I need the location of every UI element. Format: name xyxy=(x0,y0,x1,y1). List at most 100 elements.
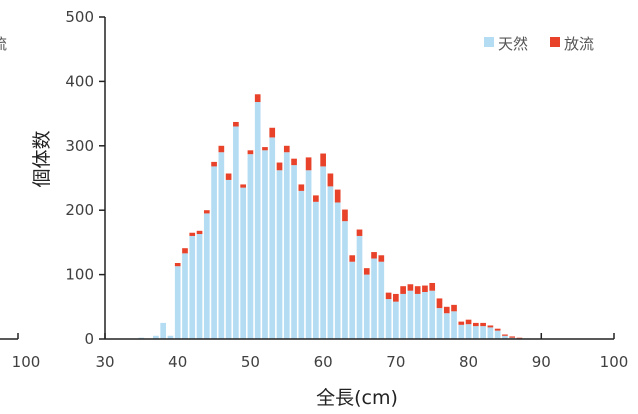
bar-wild xyxy=(240,187,246,339)
bar-stocked xyxy=(400,286,406,294)
bar-wild xyxy=(378,261,385,339)
bar-stocked xyxy=(465,319,472,325)
bar-stocked xyxy=(276,162,283,171)
bar-stocked xyxy=(393,293,399,302)
y-tick-labels: 0 100 200 300 400 500 xyxy=(65,8,94,348)
bar-stocked xyxy=(174,263,181,267)
bar-stocked xyxy=(473,322,479,327)
bar-stocked xyxy=(218,145,225,153)
bar-stocked xyxy=(211,161,217,167)
legend: 天然 放流 xyxy=(484,35,594,53)
bar-stocked xyxy=(502,334,508,336)
bar-wild xyxy=(436,308,443,339)
bar-stocked xyxy=(422,285,428,292)
y-axis-title: 個体数 xyxy=(31,130,53,187)
bar-stocked xyxy=(443,306,450,314)
bar-wild xyxy=(334,202,341,339)
bar-stocked xyxy=(283,145,290,153)
bar-wild xyxy=(451,311,457,339)
bar-stocked xyxy=(327,173,334,187)
bar-wild xyxy=(247,154,254,339)
bar-wild xyxy=(429,290,436,339)
bar-stocked xyxy=(247,150,254,155)
y-tick-label: 0 xyxy=(84,330,94,348)
bar-stocked xyxy=(320,153,326,167)
x-tick-label: 100 xyxy=(600,353,629,371)
bar-wild xyxy=(196,234,203,339)
bar-wild xyxy=(342,221,348,339)
x-tick-label: 50 xyxy=(241,353,260,371)
bar-stocked xyxy=(480,322,486,327)
bar-wild xyxy=(225,179,232,339)
bar-wild xyxy=(349,261,356,339)
bar-wild xyxy=(465,324,472,339)
x-tick-label: 70 xyxy=(386,353,405,371)
bar-stocked xyxy=(233,121,239,127)
bar-stocked xyxy=(225,173,232,180)
bar-wild xyxy=(385,299,392,339)
x-tick-label: 30 xyxy=(95,353,114,371)
x-axis-title: 全長(cm) xyxy=(316,387,398,409)
cropped-x-tick-label: 100 xyxy=(12,353,41,371)
x-tick-label: 80 xyxy=(459,353,478,371)
bar-stocked xyxy=(298,184,305,191)
x-tick-label: 60 xyxy=(314,353,333,371)
cropped-legend-text: 流 xyxy=(0,35,7,53)
bar-wild xyxy=(407,290,414,339)
bar-stocked xyxy=(342,209,348,222)
bar-wild xyxy=(262,150,268,339)
bar-stocked xyxy=(378,255,385,262)
bar-wild xyxy=(480,326,486,339)
x-tick-label: 90 xyxy=(532,353,551,371)
bar-stocked xyxy=(182,248,188,254)
bar-wild xyxy=(203,213,210,339)
bar-stocked xyxy=(291,158,297,166)
y-tick-label: 200 xyxy=(65,201,94,219)
bar-stocked xyxy=(429,282,436,291)
bar-stocked xyxy=(407,284,414,291)
bar-wild xyxy=(414,293,421,339)
legend-label-stocked: 放流 xyxy=(564,35,594,53)
bar-wild xyxy=(167,335,174,339)
bar-wild xyxy=(189,235,196,339)
bar-wild xyxy=(283,152,290,339)
legend-swatch-stocked xyxy=(550,37,560,47)
bar-wild xyxy=(291,165,297,339)
bar-wild xyxy=(153,335,159,339)
bar-stocked xyxy=(240,184,246,188)
bar-stocked xyxy=(189,232,196,236)
bar-stocked xyxy=(414,286,421,294)
y-tick-label: 100 xyxy=(65,266,94,284)
bar-stocked xyxy=(269,127,276,138)
bar-stocked xyxy=(516,337,523,339)
y-tick-label: 500 xyxy=(65,8,94,26)
bar-wild xyxy=(473,326,479,339)
bar-wild xyxy=(320,166,326,339)
bar-wild xyxy=(269,137,276,339)
bar-stocked xyxy=(487,325,494,328)
bar-wild xyxy=(160,322,167,339)
bar-stocked xyxy=(313,195,319,202)
bar-stocked xyxy=(262,147,268,151)
bar-wild xyxy=(400,293,406,339)
bar-wild xyxy=(393,301,399,339)
legend-swatch-wild xyxy=(484,37,494,47)
bar-wild xyxy=(211,166,217,339)
bar-wild xyxy=(298,190,305,339)
bar-stocked xyxy=(254,94,261,103)
bar-wild xyxy=(487,327,494,339)
bar-wild xyxy=(494,330,501,339)
bar-stocked xyxy=(334,189,341,203)
bar-wild xyxy=(254,102,261,340)
bar-stocked xyxy=(363,268,370,275)
bar-wild xyxy=(458,324,465,339)
bar-wild xyxy=(363,274,370,339)
bar-wild xyxy=(182,253,188,339)
bar-stocked xyxy=(356,229,363,236)
bar-wild xyxy=(502,335,508,339)
y-tick-label: 400 xyxy=(65,72,94,90)
bar-wild xyxy=(356,235,363,339)
bar-stocked xyxy=(436,298,443,309)
